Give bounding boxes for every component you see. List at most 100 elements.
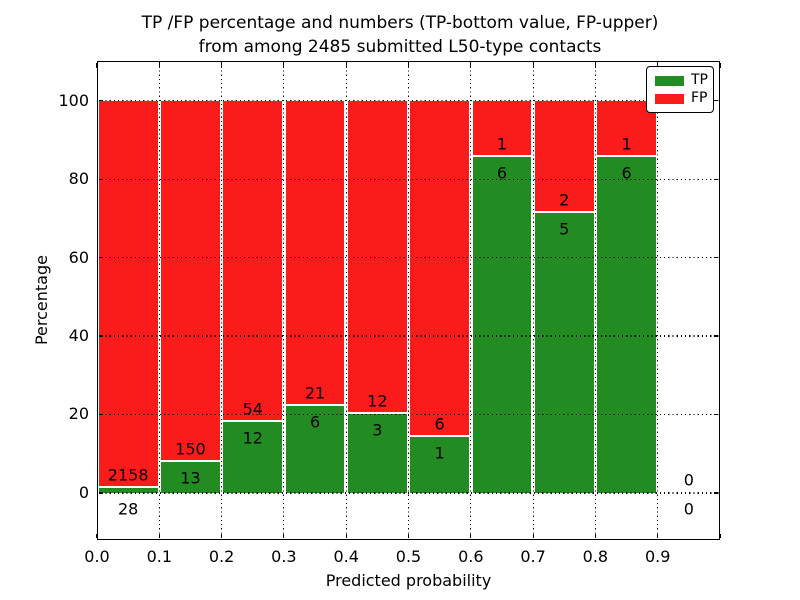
bar-segment-tp (410, 436, 470, 493)
y-tickmark-right (713, 100, 719, 102)
fp-count-annotation: 1 (621, 134, 632, 154)
gridline-vertical (470, 61, 472, 540)
legend-item-tp: TP (647, 72, 713, 88)
bar-segment-tp (534, 212, 594, 493)
x-tickmark-top (407, 63, 410, 68)
gridline-vertical (345, 61, 347, 540)
y-tickmark-right (713, 257, 719, 259)
fp-count-annotation: 0 (683, 470, 694, 490)
y-tickmark (98, 492, 104, 494)
gridline-horizontal (97, 492, 720, 494)
x-axis-label: Predicted probability (325, 571, 492, 590)
y-tick-label: 40 (68, 326, 89, 346)
x-tickmark (594, 533, 596, 539)
x-tickmark (96, 533, 98, 539)
bar-segment-tp (347, 414, 407, 493)
gridline-horizontal (97, 178, 720, 180)
bar-segment-fp (161, 100, 220, 462)
tp-count-annotation: 13 (180, 468, 201, 488)
fp-count-annotation: 6 (434, 414, 445, 434)
y-tick-label: 20 (68, 404, 89, 424)
bar-segment-fp (472, 100, 532, 157)
bar-segment-fp (534, 100, 594, 213)
x-tick-label: 0.2 (208, 547, 235, 566)
y-tickmark (98, 335, 104, 337)
bar-segment-tp (98, 487, 158, 493)
chart-title-line1: TP /FP percentage and numbers (TP-bottom… (141, 13, 659, 33)
tp-count-annotation: 6 (496, 163, 508, 183)
y-axis-label-text: Percentage (32, 255, 51, 346)
chart-title: TP /FP percentage and numbers (TP-bottom… (0, 11, 800, 59)
x-tickmark-top (470, 63, 472, 68)
x-tickmark (719, 533, 721, 539)
legend-item-fp: FP (647, 91, 713, 105)
gridline-vertical (158, 61, 160, 540)
x-tickmark (221, 533, 223, 539)
x-tickmark (345, 533, 347, 539)
tp-count-annotation: 5 (559, 219, 570, 239)
fp-count-annotation: 21 (304, 383, 326, 403)
x-tick-label: 0.1 (146, 547, 173, 566)
y-tickmark-right (713, 492, 719, 494)
bar-segment-fp (410, 100, 470, 437)
gridline-horizontal (97, 413, 720, 416)
y-tickmark-right (713, 178, 719, 180)
fp-count-annotation: 1 (496, 134, 508, 154)
x-tickmark (532, 533, 534, 539)
x-tickmark (470, 533, 472, 539)
bar-segment-fp (98, 100, 158, 488)
fp-count-annotation: 54 (242, 399, 263, 419)
tp-count-annotation: 12 (242, 428, 263, 448)
x-tickmark-top (283, 63, 285, 68)
y-tickmark-right (713, 335, 719, 337)
x-tick-label: 0.8 (582, 547, 609, 566)
bar-segment-tp (161, 461, 220, 493)
fp-count-annotation: 2158 (107, 465, 149, 485)
tp-count-annotation: 1 (434, 443, 445, 463)
y-tickmark (98, 257, 104, 259)
gridline-vertical (657, 61, 659, 540)
tp-count-annotation: 0 (683, 499, 694, 519)
x-tickmark-top (657, 63, 659, 68)
x-tickmark (283, 533, 285, 539)
gridline-horizontal (97, 100, 720, 102)
tp-count-annotation: 3 (372, 420, 383, 440)
chart-title-line2: from among 2485 submitted L50-type conta… (198, 37, 602, 57)
fp-color-swatch (655, 93, 684, 104)
x-tickmark-top (96, 63, 98, 68)
y-tickmark-right (713, 413, 719, 416)
x-tick-label: 0.5 (395, 547, 422, 566)
x-tickmark-top (594, 63, 596, 68)
x-tickmark-top (532, 63, 534, 68)
x-tickmark-top (221, 63, 223, 68)
x-tick-label: 0.6 (458, 547, 484, 566)
x-tick-label: 0.3 (271, 547, 297, 566)
gridline-vertical (283, 61, 285, 540)
x-tick-label: 0.0 (84, 547, 110, 566)
bar-segment-tp (223, 421, 283, 493)
x-tick-label: 0.7 (520, 547, 546, 566)
bar-segment-tp (285, 405, 345, 493)
tp-count-annotation: 28 (117, 499, 139, 519)
fp-count-annotation: 2 (559, 190, 570, 210)
bar-segment-tp (597, 156, 656, 493)
gridline-vertical (221, 61, 223, 540)
bar-segment-tp (472, 156, 532, 493)
tp-color-swatch (655, 75, 684, 86)
fp-count-annotation: 150 (175, 439, 206, 459)
x-tickmark-top (158, 63, 160, 68)
gridline-vertical (594, 61, 596, 540)
bar-segment-fp (285, 100, 345, 406)
x-tickmark (158, 533, 160, 539)
x-tick-label: 0.9 (644, 547, 671, 566)
y-tick-label: 80 (68, 169, 89, 189)
fp-count-annotation: 12 (367, 391, 388, 411)
x-tickmark-top (719, 63, 721, 68)
y-tick-label: 0 (78, 482, 89, 502)
legend-label-tp: TP (691, 72, 708, 88)
x-tickmark (407, 533, 410, 539)
legend: TP FP (646, 66, 714, 113)
gridline-vertical (407, 61, 410, 540)
